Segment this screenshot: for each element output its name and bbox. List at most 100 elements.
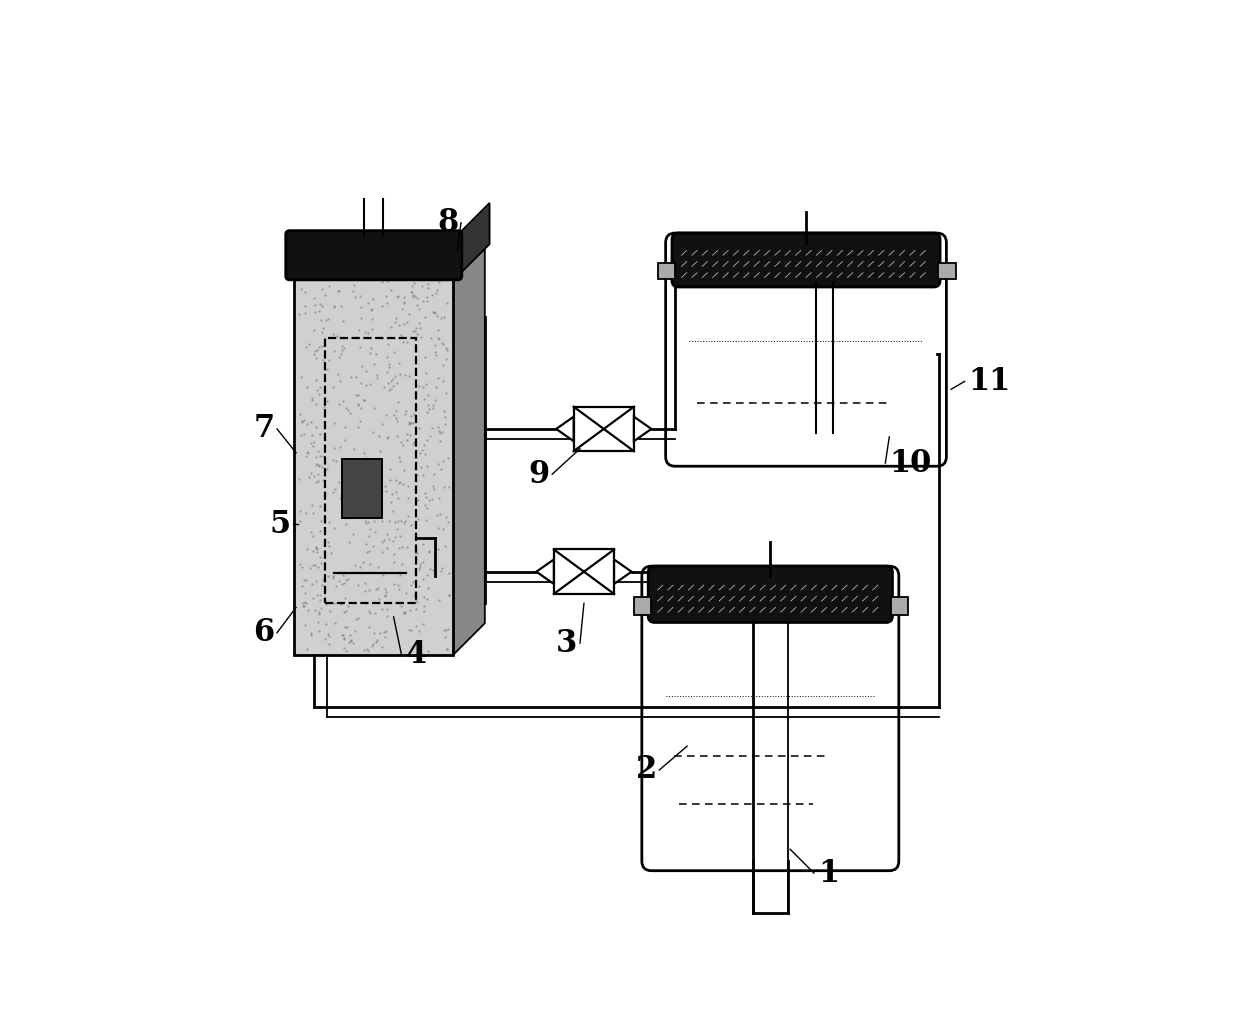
Point bbox=[332, 392, 352, 409]
Point bbox=[384, 271, 404, 287]
Point bbox=[365, 513, 384, 529]
Point bbox=[350, 413, 370, 430]
Point bbox=[362, 311, 382, 328]
Point bbox=[362, 454, 382, 471]
Point bbox=[336, 572, 356, 588]
Text: 3: 3 bbox=[557, 627, 578, 658]
Point bbox=[332, 627, 352, 644]
Point bbox=[373, 531, 393, 548]
Point bbox=[422, 490, 441, 507]
Point bbox=[310, 379, 330, 396]
Point bbox=[311, 458, 331, 475]
Point bbox=[352, 357, 372, 374]
Point bbox=[290, 369, 310, 385]
Point bbox=[334, 575, 353, 591]
Point bbox=[311, 513, 331, 529]
Point bbox=[418, 276, 438, 293]
Point bbox=[295, 593, 315, 610]
Point bbox=[438, 295, 458, 311]
Point bbox=[376, 482, 396, 499]
Point bbox=[379, 381, 399, 398]
Point bbox=[319, 534, 339, 550]
Point bbox=[300, 559, 320, 576]
Point bbox=[417, 500, 436, 516]
Point bbox=[294, 425, 314, 442]
Point bbox=[293, 246, 312, 263]
Point bbox=[301, 523, 321, 540]
Point bbox=[387, 288, 407, 305]
Point bbox=[356, 376, 376, 392]
Point bbox=[361, 556, 381, 573]
Point bbox=[383, 256, 403, 273]
Point bbox=[303, 438, 322, 454]
Point bbox=[332, 338, 352, 354]
Point bbox=[388, 513, 408, 529]
Point bbox=[352, 310, 372, 327]
Point bbox=[402, 283, 422, 300]
Point bbox=[336, 248, 356, 265]
Point bbox=[324, 343, 343, 359]
Point bbox=[403, 288, 423, 305]
Point bbox=[316, 312, 336, 329]
Point bbox=[309, 442, 329, 458]
Point bbox=[432, 560, 451, 577]
Point bbox=[330, 373, 350, 389]
Point bbox=[428, 330, 448, 346]
Point bbox=[439, 586, 459, 603]
Point bbox=[347, 508, 367, 524]
Point bbox=[309, 386, 329, 403]
Point bbox=[409, 241, 429, 258]
Point bbox=[326, 328, 346, 344]
Point bbox=[347, 610, 367, 626]
Point bbox=[372, 639, 392, 655]
Point bbox=[387, 410, 407, 426]
Point bbox=[407, 473, 427, 489]
Point bbox=[405, 241, 425, 258]
Point bbox=[319, 538, 339, 554]
Point bbox=[335, 418, 355, 435]
Point bbox=[386, 484, 405, 501]
Point bbox=[365, 400, 384, 416]
Polygon shape bbox=[557, 417, 574, 441]
Point bbox=[409, 561, 429, 578]
Point bbox=[305, 239, 325, 255]
Point bbox=[381, 381, 401, 398]
Point bbox=[357, 241, 377, 258]
Point bbox=[401, 622, 420, 639]
Point bbox=[361, 482, 381, 499]
Point bbox=[397, 432, 417, 448]
Point bbox=[402, 277, 422, 294]
Point bbox=[331, 258, 351, 274]
Point bbox=[432, 310, 451, 327]
Point bbox=[376, 288, 396, 305]
Point bbox=[358, 514, 378, 530]
Point bbox=[374, 587, 394, 604]
Point bbox=[345, 240, 365, 256]
Point bbox=[314, 399, 334, 415]
Point bbox=[367, 367, 387, 383]
Point bbox=[401, 426, 420, 443]
Point bbox=[299, 469, 319, 485]
Point bbox=[351, 374, 371, 390]
Point bbox=[403, 415, 423, 432]
Point bbox=[317, 626, 337, 643]
Point bbox=[355, 445, 374, 461]
Point bbox=[360, 520, 379, 537]
Point bbox=[361, 245, 381, 262]
Point bbox=[290, 254, 310, 271]
Point bbox=[423, 477, 443, 493]
Bar bbox=[634, 597, 651, 615]
Point bbox=[405, 323, 425, 340]
Point bbox=[434, 356, 454, 373]
Text: 6: 6 bbox=[253, 617, 274, 648]
Point bbox=[310, 448, 330, 465]
Point bbox=[325, 256, 345, 273]
Point bbox=[335, 432, 355, 448]
Point bbox=[355, 512, 374, 528]
Point bbox=[383, 371, 403, 387]
Point bbox=[429, 258, 449, 274]
Point bbox=[384, 260, 404, 276]
Point bbox=[407, 268, 427, 284]
Point bbox=[315, 432, 335, 448]
Point bbox=[343, 464, 363, 480]
